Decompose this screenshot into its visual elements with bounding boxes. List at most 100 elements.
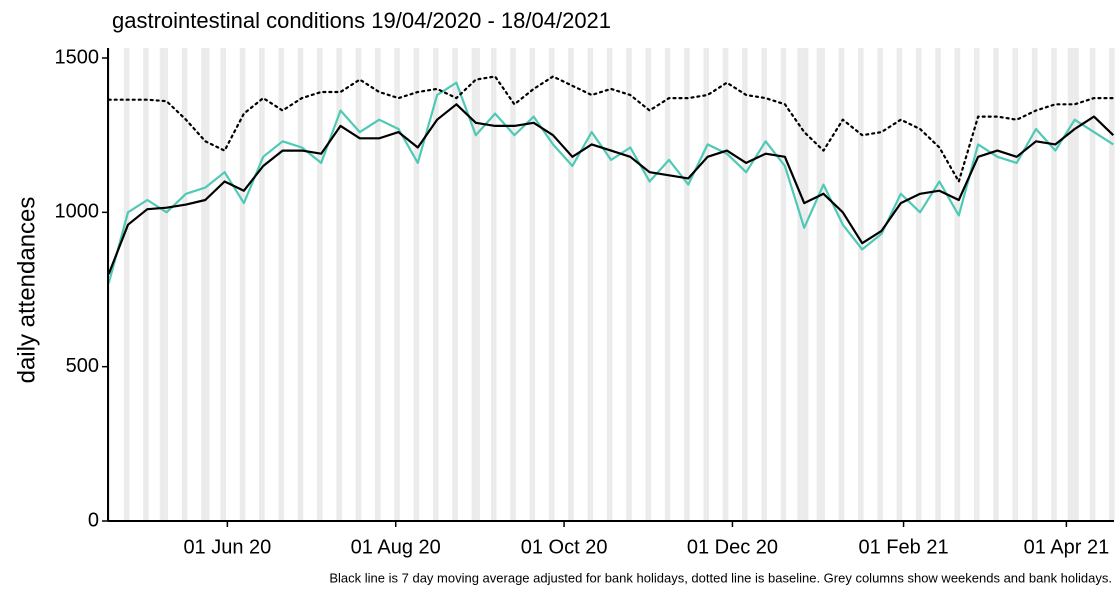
- x-tick-label: 01 Feb 21: [859, 536, 949, 558]
- weekend-column: [1111, 48, 1115, 521]
- y-tick-label: 1000: [55, 201, 100, 223]
- weekend-column: [201, 48, 204, 521]
- weekend-column: [220, 48, 224, 521]
- weekend-column: [626, 48, 629, 521]
- weekend-column: [725, 48, 729, 521]
- weekend-column: [1092, 48, 1096, 521]
- weekend-column: [432, 48, 436, 521]
- weekend-column: [300, 48, 304, 521]
- weekend-column: [938, 48, 941, 521]
- weekend-column: [1015, 48, 1019, 521]
- weekend-column: [551, 48, 555, 521]
- weekend-column: [1089, 48, 1093, 521]
- weekend-column: [1051, 48, 1054, 521]
- weekend-column: [259, 48, 262, 521]
- weekend-column: [664, 48, 668, 521]
- weekend-column: [181, 48, 185, 521]
- weekend-column: [915, 48, 919, 521]
- weekend-column: [162, 48, 166, 521]
- bank-holiday-column: [159, 48, 163, 521]
- weekend-column: [336, 48, 340, 521]
- weekend-column: [471, 48, 475, 521]
- weekend-column: [1031, 48, 1035, 521]
- chart-title: gastrointestinal conditions 19/04/2020 -…: [112, 8, 611, 33]
- y-tick-label: 1500: [55, 46, 100, 68]
- weekend-column: [957, 48, 961, 521]
- weekend-column: [764, 48, 767, 521]
- weekend-column: [800, 48, 803, 521]
- weekend-column: [954, 48, 958, 521]
- weekend-column: [145, 48, 149, 521]
- weekend-column: [780, 48, 784, 521]
- weekend-column: [645, 48, 649, 521]
- y-tick-label: 0: [88, 509, 99, 531]
- bank-holiday-column: [805, 48, 809, 521]
- weekend-column: [242, 48, 246, 521]
- bank-holiday-column: [816, 48, 820, 521]
- weekend-column: [413, 48, 417, 521]
- weekend-column: [587, 48, 591, 521]
- weekend-column: [841, 48, 845, 521]
- weekend-column: [628, 48, 632, 521]
- plot: [107, 75, 1115, 284]
- weekend-column: [590, 48, 594, 521]
- weekend-column: [703, 48, 707, 521]
- weekend-column: [184, 48, 188, 521]
- weekend-column: [358, 48, 362, 521]
- bank-holiday-column: [1067, 48, 1071, 521]
- weekend-column: [317, 48, 320, 521]
- weekend-column: [165, 48, 169, 521]
- weekend-column: [606, 48, 610, 521]
- weekend-column: [203, 48, 207, 521]
- y-axis-label: daily attendances: [13, 197, 40, 384]
- weekend-column: [722, 48, 726, 521]
- weekend-column: [899, 48, 903, 521]
- weekend-column: [377, 48, 381, 521]
- weekend-column: [123, 48, 127, 521]
- x-tick-label: 01 Dec 20: [687, 536, 778, 558]
- weekend-column: [860, 48, 864, 521]
- weekend-column: [529, 48, 533, 521]
- weekend-column: [281, 48, 284, 521]
- weekend-column: [339, 48, 342, 521]
- weekend-column: [490, 48, 494, 521]
- weekend-column: [742, 48, 745, 521]
- series-line: [107, 103, 1115, 275]
- weekend-column: [744, 48, 748, 521]
- weekend-column: [973, 48, 977, 521]
- weekend-column: [513, 48, 516, 521]
- weekend-column: [761, 48, 765, 521]
- weekend-column: [802, 48, 806, 521]
- weekend-column: [706, 48, 709, 521]
- weekend-column: [880, 48, 883, 521]
- weekend-column: [1012, 48, 1016, 521]
- weekend-column: [452, 48, 456, 521]
- weekend-column: [1034, 48, 1038, 521]
- shading: [107, 48, 1115, 521]
- weekend-column: [570, 48, 574, 521]
- x-tick-label: 01 Apr 21: [1024, 536, 1110, 558]
- weekend-column: [239, 48, 243, 521]
- weekend-column: [319, 48, 323, 521]
- weekend-column: [609, 48, 613, 521]
- weekend-column: [1073, 48, 1077, 521]
- weekend-column: [143, 48, 146, 521]
- weekend-column: [935, 48, 939, 521]
- series-line: [107, 75, 1115, 183]
- weekend-column: [1053, 48, 1057, 521]
- bank-holiday-column: [477, 48, 480, 521]
- weekend-column: [435, 48, 439, 521]
- weekend-column: [877, 48, 881, 521]
- weekend-column: [278, 48, 282, 521]
- bank-holiday-column: [797, 48, 801, 521]
- weekend-column: [455, 48, 458, 521]
- weekend-column: [223, 48, 226, 521]
- weekend-column: [918, 48, 922, 521]
- weekend-column: [783, 48, 787, 521]
- weekend-column: [1109, 48, 1112, 521]
- weekend-column: [822, 48, 825, 521]
- weekend-column: [1070, 48, 1074, 521]
- weekend-column: [493, 48, 497, 521]
- x-tick-label: 01 Oct 20: [521, 536, 608, 558]
